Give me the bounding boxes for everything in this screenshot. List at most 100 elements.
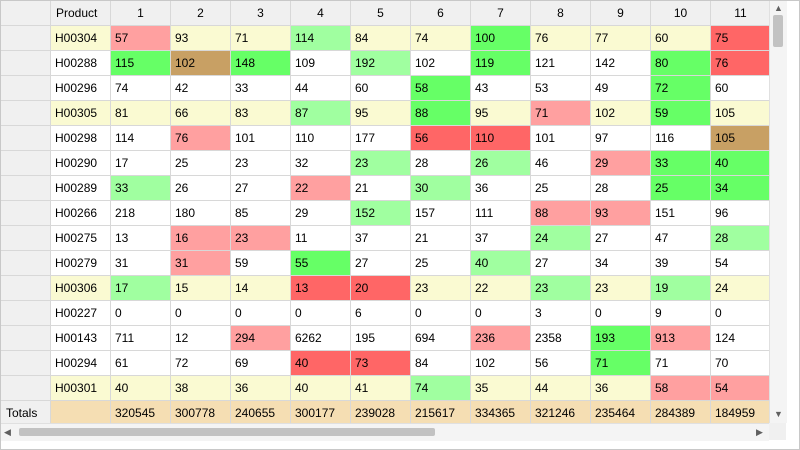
- vertical-scrollbar[interactable]: ▲ ▼: [769, 1, 787, 423]
- table-row[interactable]: H00301 40 38 36 40 41 74 35 44 36 58 54: [1, 376, 769, 401]
- value-cell[interactable]: 0: [291, 301, 351, 326]
- table-row[interactable]: H00296 74 42 33 44 60 58 43 53 49 72 60: [1, 76, 769, 101]
- table-row[interactable]: H00304 57 93 71 114 84 74 100 76 77 60 75: [1, 26, 769, 51]
- value-cell[interactable]: 75: [711, 26, 769, 51]
- value-cell[interactable]: 236: [471, 326, 531, 351]
- value-cell[interactable]: 115: [111, 51, 171, 76]
- value-cell[interactable]: 151: [651, 201, 711, 226]
- column-header-2[interactable]: 2: [171, 1, 231, 26]
- value-cell[interactable]: 28: [411, 151, 471, 176]
- product-cell[interactable]: H00275: [51, 226, 111, 251]
- value-cell[interactable]: 59: [231, 251, 291, 276]
- scroll-up-arrow-icon[interactable]: ▲: [774, 3, 783, 13]
- column-header-6[interactable]: 6: [411, 1, 471, 26]
- value-cell[interactable]: 41: [351, 376, 411, 401]
- value-cell[interactable]: 0: [711, 301, 769, 326]
- value-cell[interactable]: 13: [291, 276, 351, 301]
- value-cell[interactable]: 76: [711, 51, 769, 76]
- value-cell[interactable]: 32: [291, 151, 351, 176]
- scroll-down-arrow-icon[interactable]: ▼: [774, 409, 783, 419]
- row-header[interactable]: [1, 226, 51, 251]
- value-cell[interactable]: 69: [231, 351, 291, 376]
- value-cell[interactable]: 102: [171, 51, 231, 76]
- column-header-7[interactable]: 7: [471, 1, 531, 26]
- value-cell[interactable]: 49: [591, 76, 651, 101]
- value-cell[interactable]: 73: [351, 351, 411, 376]
- column-header-4[interactable]: 4: [291, 1, 351, 26]
- value-cell[interactable]: 55: [291, 251, 351, 276]
- value-cell[interactable]: 29: [591, 151, 651, 176]
- value-cell[interactable]: 60: [711, 76, 769, 101]
- value-cell[interactable]: 0: [471, 301, 531, 326]
- value-cell[interactable]: 102: [591, 101, 651, 126]
- value-cell[interactable]: 29: [291, 201, 351, 226]
- value-cell[interactable]: 40: [111, 376, 171, 401]
- table-row[interactable]: H00288 115 102 148 109 192 102 119 121 142 80 76: [1, 51, 769, 76]
- value-cell[interactable]: 105: [711, 126, 769, 151]
- value-cell[interactable]: 157: [411, 201, 471, 226]
- value-cell[interactable]: 0: [111, 301, 171, 326]
- row-header[interactable]: [1, 276, 51, 301]
- value-cell[interactable]: 33: [111, 176, 171, 201]
- value-cell[interactable]: 192: [351, 51, 411, 76]
- value-cell[interactable]: 27: [591, 226, 651, 251]
- value-cell[interactable]: 74: [111, 76, 171, 101]
- value-cell[interactable]: 294: [231, 326, 291, 351]
- value-cell[interactable]: 33: [651, 151, 711, 176]
- row-header[interactable]: [1, 326, 51, 351]
- table-row[interactable]: H00298 114 76 101 110 177 56 110 101 97 116 105: [1, 126, 769, 151]
- product-cell[interactable]: H00305: [51, 101, 111, 126]
- table-row[interactable]: H00289 33 26 27 22 21 30 36 25 28 25 34: [1, 176, 769, 201]
- value-cell[interactable]: 12: [171, 326, 231, 351]
- value-cell[interactable]: 36: [231, 376, 291, 401]
- value-cell[interactable]: 17: [111, 151, 171, 176]
- value-cell[interactable]: 110: [471, 126, 531, 151]
- table-row[interactable]: H00275 13 16 23 11 37 21 37 24 27 47 28: [1, 226, 769, 251]
- value-cell[interactable]: 26: [171, 176, 231, 201]
- value-cell[interactable]: 152: [351, 201, 411, 226]
- value-cell[interactable]: 71: [531, 101, 591, 126]
- value-cell[interactable]: 70: [711, 351, 769, 376]
- product-cell[interactable]: H00288: [51, 51, 111, 76]
- row-header[interactable]: [1, 101, 51, 126]
- value-cell[interactable]: 39: [651, 251, 711, 276]
- value-cell[interactable]: 101: [231, 126, 291, 151]
- value-cell[interactable]: 142: [591, 51, 651, 76]
- column-header-5[interactable]: 5: [351, 1, 411, 26]
- column-header-3[interactable]: 3: [231, 1, 291, 26]
- value-cell[interactable]: 21: [351, 176, 411, 201]
- value-cell[interactable]: 114: [111, 126, 171, 151]
- table-row[interactable]: H00279 31 31 59 55 27 25 40 27 34 39 54: [1, 251, 769, 276]
- product-cell[interactable]: H00306: [51, 276, 111, 301]
- value-cell[interactable]: 111: [471, 201, 531, 226]
- value-cell[interactable]: 14: [231, 276, 291, 301]
- column-header-9[interactable]: 9: [591, 1, 651, 26]
- value-cell[interactable]: 15: [171, 276, 231, 301]
- row-header[interactable]: [1, 351, 51, 376]
- value-cell[interactable]: 88: [531, 201, 591, 226]
- value-cell[interactable]: 72: [171, 351, 231, 376]
- value-cell[interactable]: 23: [351, 151, 411, 176]
- value-cell[interactable]: 60: [651, 26, 711, 51]
- value-cell[interactable]: 40: [471, 251, 531, 276]
- value-cell[interactable]: 37: [471, 226, 531, 251]
- value-cell[interactable]: 44: [531, 376, 591, 401]
- value-cell[interactable]: 23: [231, 226, 291, 251]
- vertical-scroll-thumb[interactable]: [773, 15, 783, 47]
- value-cell[interactable]: 0: [591, 301, 651, 326]
- table-row[interactable]: H00143 711 12 294 6262 195 694 236 2358 193 913 124: [1, 326, 769, 351]
- value-cell[interactable]: 116: [651, 126, 711, 151]
- product-cell[interactable]: H00289: [51, 176, 111, 201]
- value-cell[interactable]: 58: [651, 376, 711, 401]
- row-header[interactable]: [1, 26, 51, 51]
- table-row[interactable]: H00306 17 15 14 13 20 23 22 23 23 19 24: [1, 276, 769, 301]
- value-cell[interactable]: 46: [531, 151, 591, 176]
- value-cell[interactable]: 28: [711, 226, 769, 251]
- value-cell[interactable]: 34: [711, 176, 769, 201]
- table-row[interactable]: H00227 0 0 0 0 6 0 0 3 0 9 0: [1, 301, 769, 326]
- value-cell[interactable]: 11: [291, 226, 351, 251]
- value-cell[interactable]: 218: [111, 201, 171, 226]
- value-cell[interactable]: 25: [531, 176, 591, 201]
- value-cell[interactable]: 25: [171, 151, 231, 176]
- value-cell[interactable]: 42: [171, 76, 231, 101]
